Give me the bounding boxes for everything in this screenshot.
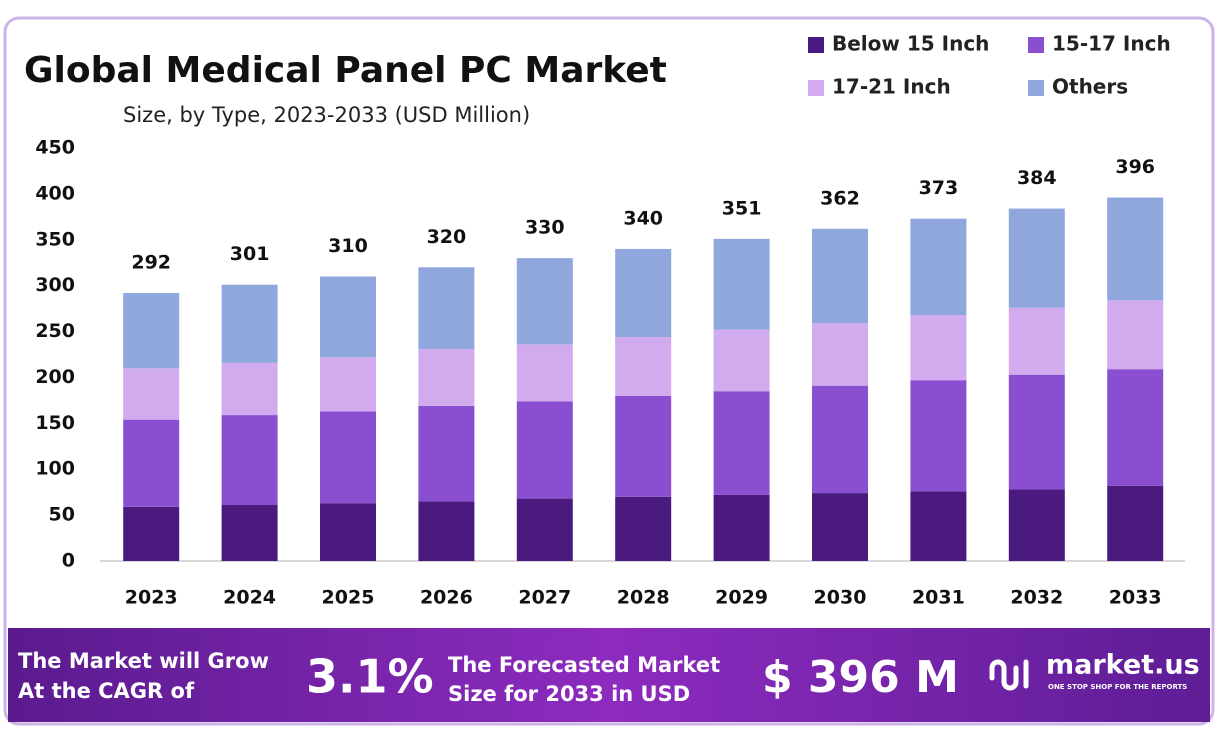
bar-segment bbox=[812, 228, 868, 324]
legend-swatch bbox=[1028, 37, 1044, 53]
cagr-value: 3.1% bbox=[306, 650, 434, 704]
y-tick-label: 250 bbox=[35, 320, 75, 342]
y-tick-label: 200 bbox=[35, 366, 75, 388]
bar-segment bbox=[418, 267, 475, 349]
x-tick-label: 2031 bbox=[912, 587, 965, 609]
bar-segment bbox=[221, 284, 278, 363]
total-label: 292 bbox=[131, 252, 171, 274]
legend-swatch bbox=[1028, 80, 1044, 96]
bar-segment bbox=[320, 411, 376, 504]
legend-label: 17-21 Inch bbox=[832, 75, 951, 99]
cagr-text: The Market will Grow bbox=[18, 649, 269, 673]
y-tick-label: 150 bbox=[35, 412, 75, 434]
y-tick-label: 0 bbox=[62, 550, 75, 572]
x-tick-label: 2025 bbox=[322, 587, 375, 609]
y-tick-label: 350 bbox=[35, 228, 75, 250]
y-tick-label: 100 bbox=[35, 458, 75, 480]
chart-title: Global Medical Panel PC Market bbox=[24, 50, 667, 91]
cagr-text: At the CAGR of bbox=[18, 679, 195, 703]
brand-icon bbox=[989, 659, 1029, 691]
bar-segment bbox=[1107, 197, 1164, 301]
x-tick-label: 2023 bbox=[125, 587, 178, 609]
bar-segment bbox=[1008, 307, 1065, 375]
bar-segment bbox=[516, 401, 573, 499]
legend-label: Below 15 Inch bbox=[832, 32, 989, 56]
bar-segment bbox=[221, 505, 278, 561]
bar-segment bbox=[812, 323, 868, 386]
bar-segment bbox=[615, 395, 672, 497]
bar-segment bbox=[320, 503, 376, 561]
total-label: 310 bbox=[328, 235, 368, 257]
bar-segment bbox=[1107, 369, 1164, 486]
bar-segment bbox=[910, 380, 967, 492]
bar-segment bbox=[713, 494, 770, 561]
total-label: 396 bbox=[1115, 156, 1155, 178]
chart-subtitle: Size, by Type, 2023-2033 (USD Million) bbox=[123, 103, 530, 127]
forecast-text: Size for 2033 in USD bbox=[448, 682, 690, 706]
total-label: 340 bbox=[623, 207, 663, 229]
legend-label: Others bbox=[1052, 75, 1128, 99]
y-tick-label: 300 bbox=[35, 274, 75, 296]
total-label: 320 bbox=[427, 226, 467, 248]
bar-segment bbox=[123, 368, 180, 420]
bar-segment bbox=[812, 385, 868, 494]
x-tick-label: 2024 bbox=[223, 587, 276, 609]
bar-segment bbox=[615, 337, 672, 396]
bar-segment bbox=[615, 248, 672, 338]
bar-segment bbox=[123, 419, 180, 507]
bar-segment bbox=[221, 362, 278, 416]
bar-segment bbox=[1008, 374, 1065, 490]
y-tick-label: 450 bbox=[35, 137, 75, 159]
bar-segment bbox=[320, 276, 376, 358]
x-tick-label: 2032 bbox=[1010, 587, 1063, 609]
bar-segment bbox=[123, 506, 180, 561]
legend-swatch bbox=[808, 80, 824, 96]
x-tick-label: 2027 bbox=[518, 587, 571, 609]
total-label: 301 bbox=[230, 243, 270, 265]
bar-segment bbox=[615, 496, 672, 561]
total-label: 330 bbox=[525, 217, 565, 239]
bar-segment bbox=[910, 218, 967, 316]
bar-segment bbox=[1008, 208, 1065, 308]
bar-segment bbox=[418, 501, 475, 561]
bar-segment bbox=[910, 315, 967, 381]
bar-segment bbox=[516, 344, 573, 402]
tagline: ONE STOP SHOP FOR THE REPORTS bbox=[1048, 683, 1187, 691]
footer-band bbox=[8, 628, 1210, 722]
bar-segment bbox=[1107, 485, 1164, 561]
forecast-value: $ 396 M bbox=[762, 652, 959, 703]
bar-segment bbox=[516, 498, 573, 561]
bar-segment bbox=[713, 238, 770, 330]
bar-segment bbox=[221, 415, 278, 506]
total-label: 384 bbox=[1017, 167, 1057, 189]
x-tick-label: 2028 bbox=[617, 587, 670, 609]
bar-segment bbox=[713, 329, 770, 392]
x-tick-label: 2030 bbox=[814, 587, 867, 609]
bar-segment bbox=[1107, 300, 1164, 370]
bar-segment bbox=[812, 493, 868, 561]
x-tick-label: 2029 bbox=[715, 587, 768, 609]
bar-segment bbox=[516, 258, 573, 345]
bar-segment bbox=[418, 348, 475, 406]
total-label: 373 bbox=[919, 177, 959, 199]
bar-segment bbox=[320, 357, 376, 412]
legend-label: 15-17 Inch bbox=[1052, 32, 1171, 56]
bar-segment bbox=[418, 405, 475, 502]
x-tick-label: 2033 bbox=[1109, 587, 1162, 609]
forecast-text: The Forecasted Market bbox=[448, 653, 720, 677]
brand: market.us bbox=[1046, 650, 1200, 681]
legend-swatch bbox=[808, 37, 824, 53]
y-tick-label: 50 bbox=[49, 504, 75, 526]
bar-segment bbox=[1008, 489, 1065, 561]
x-tick-label: 2026 bbox=[420, 587, 473, 609]
bar-segment bbox=[910, 491, 967, 561]
bar-segment bbox=[123, 293, 180, 369]
bar-segment bbox=[713, 391, 770, 495]
total-label: 362 bbox=[820, 187, 860, 209]
y-tick-label: 400 bbox=[35, 182, 75, 204]
total-label: 351 bbox=[722, 197, 762, 219]
